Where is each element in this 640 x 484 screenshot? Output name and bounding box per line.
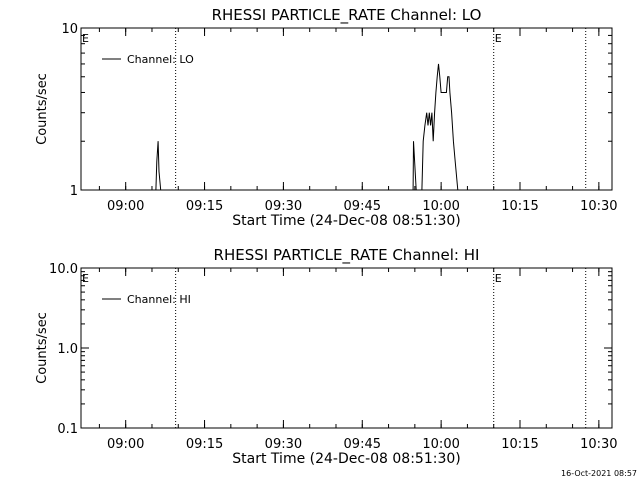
x-tick-label: 09:45 (344, 199, 381, 214)
x-tick-label: 09:30 (265, 199, 302, 214)
x-tick-label: 10:00 (422, 199, 459, 214)
x-tick-label: 09:00 (107, 437, 144, 452)
chart-title: RHESSI PARTICLE_RATE Channel: LO (212, 6, 482, 25)
x-axis-label: Start Time (24-Dec-08 08:51:30) (232, 451, 460, 467)
x-axis-label: Start Time (24-Dec-08 08:51:30) (232, 213, 460, 229)
legend-entry: Channel: LO (127, 53, 194, 66)
panel-lo: RHESSI PARTICLE_RATE Channel: LO 09:00 09:… (35, 6, 618, 229)
chart-title: RHESSI PARTICLE_RATE Channel: HI (214, 246, 480, 265)
time-marker-label: E (82, 32, 89, 45)
x-tick-label: 09:45 (344, 437, 381, 452)
y-tick-label: 10.0 (49, 262, 78, 277)
x-tick-label: 09:15 (186, 437, 223, 452)
y-tick-label: 1 (70, 184, 78, 199)
x-tick-label: 09:30 (265, 437, 302, 452)
x-tick-label: 10:15 (501, 437, 538, 452)
x-tick-label: 10:30 (580, 437, 617, 452)
series-line (155, 63, 459, 191)
x-tick-label: 10:30 (580, 199, 617, 214)
x-tick-label: 10:15 (501, 199, 538, 214)
y-tick-label: 0.1 (57, 422, 78, 437)
x-tick-label: 09:00 (107, 199, 144, 214)
time-marker-label: E (82, 272, 89, 285)
y-axis-label: Counts/sec (35, 73, 50, 145)
y-tick-label: 10 (61, 22, 78, 37)
y-tick-label: 1.0 (57, 342, 78, 357)
x-tick-label: 10:00 (422, 437, 459, 452)
plot-frame (80, 267, 613, 429)
panel-hi: RHESSI PARTICLE_RATE Channel: HI 09:00 09:… (35, 246, 618, 467)
x-tick-label: 09:15 (186, 199, 223, 214)
legend-entry: Channel: HI (127, 293, 191, 306)
time-marker-label: E (495, 272, 502, 285)
y-axis-label: Counts/sec (35, 312, 50, 384)
footer-timestamp: 16-Oct-2021 08:57 (561, 469, 637, 478)
time-marker-label: E (495, 32, 502, 45)
